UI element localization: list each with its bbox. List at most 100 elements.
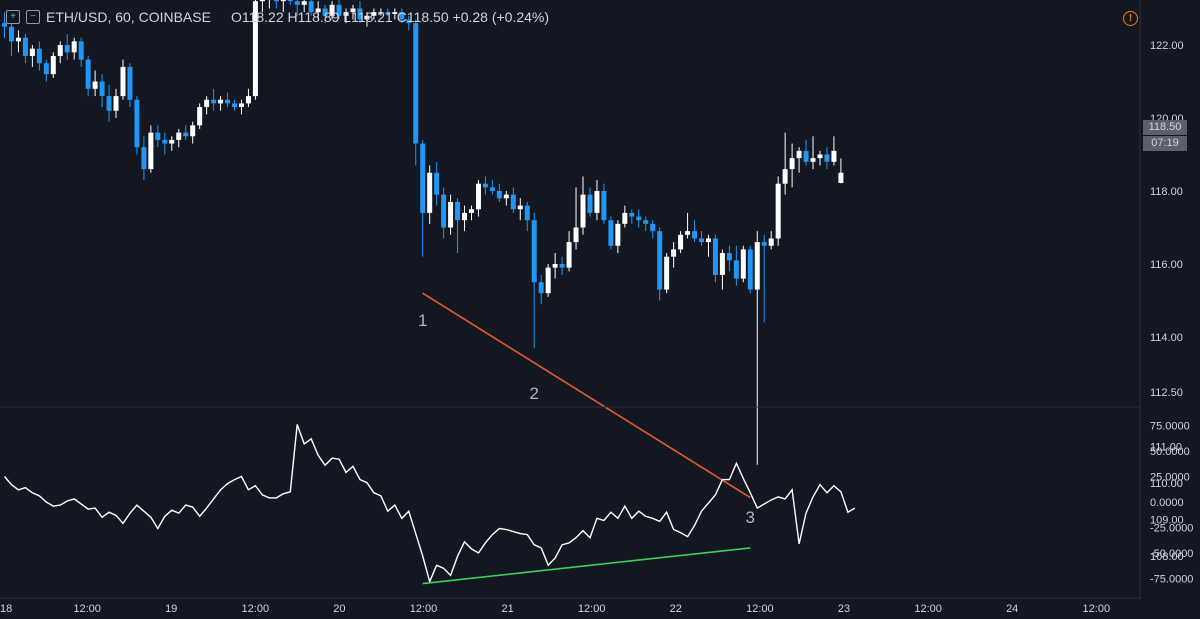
time-tick-label: 24 bbox=[1006, 603, 1018, 615]
candle bbox=[796, 147, 802, 173]
price-tick-label: 109.00 bbox=[1150, 515, 1184, 527]
price-tick-label: 116.00 bbox=[1150, 259, 1183, 271]
symbol-label[interactable]: ETH/USD, 60, COINBASE bbox=[46, 9, 211, 25]
candle-body bbox=[622, 212, 628, 224]
candle bbox=[259, 0, 265, 13]
candle-body bbox=[127, 66, 133, 100]
rsi-series bbox=[3, 424, 856, 585]
candle-body bbox=[503, 194, 509, 199]
candle-body bbox=[420, 143, 426, 213]
candle-body bbox=[225, 99, 231, 104]
time-tick-label: 20 bbox=[333, 603, 345, 615]
candle-body bbox=[434, 172, 440, 195]
candle-body bbox=[378, 12, 384, 14]
candle-body bbox=[740, 249, 746, 279]
candle bbox=[29, 45, 35, 67]
candle bbox=[232, 99, 238, 111]
collapse-icon[interactable]: − bbox=[26, 10, 40, 24]
candle-body bbox=[824, 154, 830, 162]
candle-body bbox=[308, 1, 314, 13]
candle bbox=[113, 88, 119, 118]
candle bbox=[559, 256, 565, 275]
candle-body bbox=[406, 19, 412, 24]
candle bbox=[336, 0, 342, 20]
candle-body bbox=[685, 231, 691, 235]
candle bbox=[15, 30, 21, 53]
time-axis: 18 12:00 19 12:00 20 12:00 21 12:00 22 12:00 23 12:… bbox=[0, 603, 1110, 615]
candle-body bbox=[8, 26, 14, 42]
candle-body bbox=[699, 238, 704, 243]
candle bbox=[552, 253, 558, 279]
candle-body bbox=[273, 0, 279, 2]
candle bbox=[531, 212, 537, 348]
candle-body bbox=[336, 4, 342, 16]
candle-body bbox=[22, 37, 28, 56]
candle bbox=[747, 245, 753, 294]
candle-body bbox=[754, 242, 760, 290]
candle bbox=[726, 245, 732, 272]
candle-body bbox=[831, 150, 837, 162]
candle bbox=[817, 150, 823, 166]
candle-body bbox=[148, 132, 154, 170]
candle-body bbox=[510, 194, 516, 210]
candle-body bbox=[573, 227, 579, 243]
candle bbox=[580, 176, 586, 235]
candle-body bbox=[719, 253, 725, 275]
candle bbox=[211, 88, 217, 111]
candle bbox=[489, 180, 495, 195]
candle bbox=[176, 128, 182, 148]
candle-body bbox=[468, 209, 474, 213]
candle bbox=[496, 183, 502, 202]
candle-body bbox=[232, 103, 238, 108]
candle-body bbox=[545, 267, 551, 294]
candle-body bbox=[280, 0, 286, 2]
candle-body bbox=[162, 139, 168, 144]
candle-body bbox=[678, 234, 684, 250]
candle-body bbox=[796, 150, 802, 159]
expand-icon[interactable]: + bbox=[6, 10, 20, 24]
price-trendline bbox=[422, 292, 751, 499]
candle bbox=[810, 136, 816, 170]
candle-body bbox=[357, 8, 363, 20]
candle-body bbox=[475, 183, 481, 210]
price-tick-label: 118.00 bbox=[1150, 186, 1183, 198]
candle bbox=[308, 0, 314, 16]
candle bbox=[85, 55, 91, 97]
candle bbox=[705, 234, 711, 257]
candle bbox=[43, 59, 49, 82]
candle-body bbox=[287, 0, 293, 2]
candle bbox=[629, 209, 635, 224]
candle-body bbox=[15, 37, 21, 42]
candle bbox=[775, 176, 781, 246]
wave-annotations: 1 2 3 bbox=[418, 311, 755, 527]
candlestick-series bbox=[2, 0, 844, 465]
price-tick-label: 110.00 bbox=[1150, 478, 1183, 490]
candle-body bbox=[2, 23, 7, 27]
candle-body bbox=[218, 99, 224, 104]
candle bbox=[462, 205, 468, 232]
rsi-tick-label: -25.0000 bbox=[1150, 523, 1193, 535]
time-tick-label: 12:00 bbox=[73, 603, 101, 615]
candle-body bbox=[601, 191, 607, 221]
warning-icon[interactable]: ! bbox=[1123, 11, 1138, 26]
candle-body bbox=[671, 249, 677, 257]
candle-body bbox=[190, 125, 196, 137]
candle bbox=[268, 0, 270, 9]
candle bbox=[204, 96, 210, 115]
candle-body bbox=[155, 132, 161, 140]
rsi-tick-label: -75.0000 bbox=[1150, 574, 1193, 586]
rsi-tick-label: 75.0000 bbox=[1150, 421, 1190, 433]
candle-body bbox=[803, 150, 809, 162]
ohlc-readout: O118.22 H118.89 L118.21 C118.50 +0.28 (+… bbox=[230, 9, 550, 25]
candle bbox=[364, 12, 370, 27]
candle bbox=[838, 158, 844, 184]
candle-body bbox=[57, 45, 63, 56]
candle-body bbox=[810, 158, 816, 162]
time-tick-label: 21 bbox=[501, 603, 513, 615]
candle-body bbox=[238, 103, 244, 108]
candle-body bbox=[636, 216, 642, 221]
candle bbox=[141, 136, 147, 181]
candle-body bbox=[733, 260, 739, 279]
candle bbox=[699, 231, 704, 246]
